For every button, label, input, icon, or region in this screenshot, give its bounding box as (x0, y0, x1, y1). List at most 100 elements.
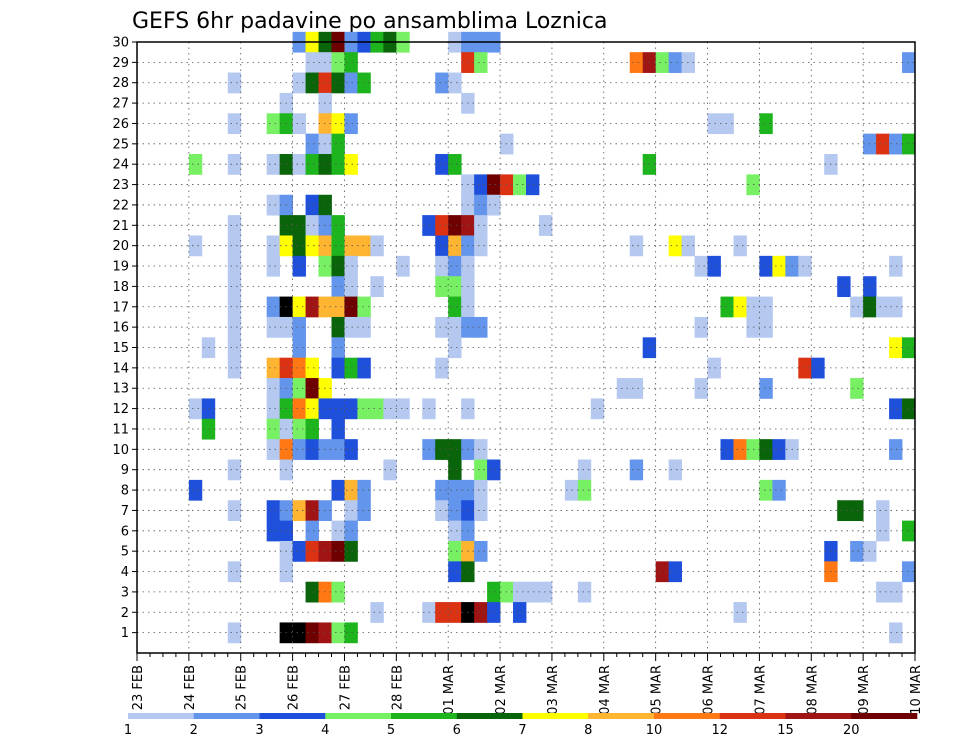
x-tick-label: 09 MAR (857, 665, 872, 715)
y-tick-label: 28 (112, 76, 129, 91)
heatmap-cell (344, 296, 358, 318)
heatmap-cell (435, 215, 449, 236)
heatmap-cell (370, 276, 384, 297)
heatmap-cell (344, 622, 358, 644)
heatmap-cell (474, 194, 488, 216)
heatmap-cell (357, 500, 371, 522)
heatmap-cell (305, 52, 319, 73)
heatmap-cell (435, 479, 449, 501)
y-tick-label: 5 (121, 545, 129, 560)
heatmap-cell (266, 255, 281, 277)
heatmap-cell (474, 439, 488, 460)
y-tick-label: 18 (112, 280, 129, 295)
y-tick-label: 3 (121, 585, 129, 600)
heatmap-cell (772, 255, 786, 277)
heatmap-cell (292, 337, 306, 359)
heatmap-cell (292, 378, 306, 399)
chart-title: GEFS 6hr padavine po ansamblima Loznica (132, 9, 607, 34)
heatmap-cell (435, 276, 449, 297)
heatmap-cell (357, 316, 371, 338)
heatmap-cell (331, 72, 345, 94)
heatmap-cell (266, 113, 281, 135)
x-tick-label: 25 FEB (235, 665, 250, 710)
colorbar-tick-label: 8 (584, 723, 592, 738)
heatmap-cell (344, 255, 358, 277)
heatmap-cell (331, 235, 345, 257)
heatmap-cell (435, 154, 449, 175)
heatmap-cell (227, 337, 242, 359)
heatmap-cell (227, 235, 242, 257)
heatmap-cell (876, 520, 890, 542)
heatmap-cell (435, 255, 449, 277)
heatmap-cell (344, 316, 358, 338)
x-tick-label: 28 FEB (390, 665, 405, 710)
heatmap-cell (305, 581, 319, 603)
y-tick-label: 20 (112, 239, 129, 254)
heatmap-cell (331, 316, 345, 338)
heatmap-cell (227, 154, 242, 175)
y-tick-label: 29 (112, 56, 129, 71)
heatmap-cell (772, 479, 786, 501)
heatmap-cell (513, 581, 527, 603)
heatmap-cell (538, 581, 553, 603)
heatmap-cell (227, 276, 242, 297)
heatmap-cell (292, 296, 306, 318)
heatmap-cell (526, 174, 540, 196)
heatmap-cell (759, 378, 773, 399)
heatmap-cell (331, 215, 345, 236)
heatmap-cell (266, 235, 281, 257)
heatmap-cell (357, 235, 371, 257)
heatmap-cell (266, 520, 281, 542)
heatmap-cell (344, 540, 358, 562)
heatmap-cell (357, 479, 371, 501)
x-tick-label: 23 FEB (131, 665, 146, 710)
heatmap-cell (396, 255, 410, 277)
heatmap-cell (837, 500, 851, 522)
heatmap-cell (344, 439, 358, 460)
colorbar-swatch (588, 713, 655, 719)
heatmap-cell (266, 154, 281, 175)
heatmap-cell (331, 439, 345, 460)
heatmap-cell (538, 215, 553, 236)
heatmap-cell (344, 276, 358, 297)
heatmap-cell (474, 540, 488, 562)
heatmap-cell (733, 235, 747, 257)
heatmap-cell (448, 72, 462, 94)
heatmap-cell (266, 439, 281, 460)
heatmap-cell (292, 255, 306, 277)
y-tick-label: 4 (121, 565, 129, 580)
heatmap-cell (889, 439, 903, 460)
grid-lines (137, 41, 915, 653)
heatmap-cell (487, 581, 501, 603)
heatmap-cell (448, 276, 462, 297)
heatmap-cell (487, 194, 501, 216)
heatmap-cell (188, 154, 203, 175)
heatmap-cell (448, 561, 462, 583)
heatmap-cell (616, 378, 631, 399)
heatmap-cell (474, 215, 488, 236)
heatmap-cell (487, 602, 501, 623)
heatmap-cell (474, 174, 488, 196)
colorbar-tick-label: 3 (255, 723, 263, 738)
heatmap-cell (448, 602, 462, 623)
y-tick-label: 14 (112, 361, 129, 376)
heatmap-cell (513, 174, 527, 196)
heatmap-cell (707, 357, 721, 379)
colorbar-swatch (391, 713, 458, 719)
heatmap-cell (344, 357, 358, 379)
heatmap-cell (305, 194, 319, 216)
heatmap-cell (305, 357, 319, 379)
heatmap-cell (370, 398, 384, 420)
heatmap-cell (889, 398, 903, 420)
heatmap-cell (474, 52, 488, 73)
heatmap-cell (474, 602, 488, 623)
heatmap-cell (889, 622, 903, 644)
heatmap-cell (448, 520, 462, 542)
heatmap-cell (798, 357, 812, 379)
heatmap-cell (292, 439, 306, 460)
y-tick-label: 2 (121, 606, 129, 621)
heatmap-cell (344, 235, 358, 257)
y-tick-label: 26 (112, 117, 129, 132)
heatmap-cell (902, 561, 916, 583)
